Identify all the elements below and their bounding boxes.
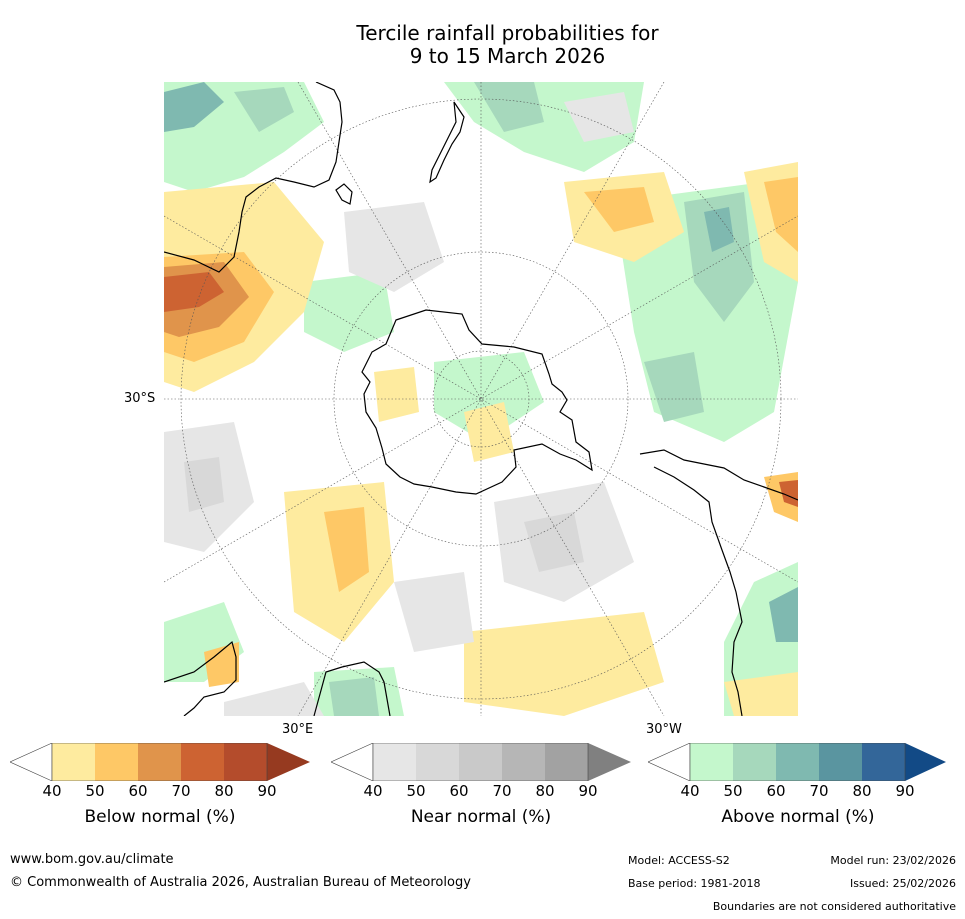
cb-above-band — [862, 743, 905, 781]
colorbar-below-label: Below normal (%) — [84, 807, 236, 827]
cb-near-min-triangle — [331, 743, 374, 781]
probability-region — [204, 642, 239, 687]
cb-below-band — [224, 743, 267, 781]
probability-region — [224, 682, 324, 716]
colorbar-above-normal — [648, 743, 946, 781]
cb-above-max-triangle — [905, 743, 946, 781]
coastlines — [164, 82, 798, 716]
probability-region — [184, 457, 224, 512]
colorbar-near-normal — [331, 743, 631, 781]
cb-near-max-triangle — [588, 743, 631, 781]
cb-below-band — [95, 743, 138, 781]
chart-title-line1: Tercile rainfall probabilities for — [356, 21, 659, 45]
probability-region — [164, 82, 224, 132]
probability-region — [584, 187, 654, 232]
probability-region — [374, 367, 419, 422]
issued-date: Issued: 25/02/2026 — [849, 877, 956, 890]
model-run-date: Model run: 23/02/2026 — [830, 854, 956, 867]
africa-coast — [164, 640, 391, 716]
model-name: Model: ACCESS-S2 — [628, 854, 730, 867]
cb-below-band — [138, 743, 181, 781]
australia-coast — [164, 82, 343, 273]
boundaries-disclaimer: Boundaries are not considered authoritat… — [712, 900, 956, 913]
cb-below-max-triangle — [267, 743, 310, 781]
probability-region — [324, 507, 369, 592]
cb-near-band — [502, 743, 545, 781]
cb-above-band — [776, 743, 819, 781]
probability-region — [344, 202, 444, 292]
cb-near-band — [416, 743, 459, 781]
probability-region — [464, 402, 514, 462]
probability-region — [474, 82, 544, 132]
probability-region — [644, 352, 704, 422]
cb-above-band — [819, 743, 862, 781]
probability-region — [394, 572, 474, 652]
probability-region — [329, 677, 379, 716]
base-period: Base period: 1981-2018 — [628, 877, 761, 890]
probability-region — [779, 480, 798, 507]
new-zealand-coast — [429, 101, 465, 184]
probability-region — [524, 512, 584, 572]
probability-region — [234, 87, 294, 132]
probability-region — [769, 587, 798, 642]
probability-map — [164, 82, 798, 716]
graticule — [164, 82, 798, 716]
lon-label-30e: 30°E — [282, 722, 314, 737]
cb-above-band — [733, 743, 776, 781]
cb-near-band — [459, 743, 502, 781]
lon-label-30w: 30°W — [646, 722, 682, 737]
colorbar-above-label: Above normal (%) — [721, 807, 875, 827]
cb-near-band — [373, 743, 416, 781]
cb-above-min-triangle — [648, 743, 691, 781]
cb-below-band — [52, 743, 95, 781]
cb-above-band — [690, 743, 733, 781]
cb-near-band — [545, 743, 588, 781]
antarctica-coast — [361, 309, 593, 495]
tasmania-coast — [335, 183, 353, 205]
probability-region — [704, 207, 734, 252]
probability-region — [304, 272, 394, 352]
colorbar-near-label: Near normal (%) — [410, 807, 552, 827]
probability-region — [564, 92, 634, 142]
probability-region — [464, 612, 664, 716]
chart-title-line2: 9 to 15 March 2026 — [409, 44, 606, 68]
probability-region — [764, 177, 798, 252]
probability-region — [684, 192, 754, 322]
probability-region — [164, 272, 224, 312]
cb-below-min-triangle — [10, 743, 53, 781]
colorbar-below-normal — [10, 743, 310, 781]
lat-label-30s: 30°S — [124, 391, 156, 406]
cb-below-band — [181, 743, 224, 781]
copyright-text: © Commonwealth of Australia 2026, Austra… — [10, 875, 471, 890]
probability-region — [724, 672, 798, 716]
website-link[interactable]: www.bom.gov.au/climate — [10, 852, 174, 867]
south-america-coast — [639, 449, 798, 716]
